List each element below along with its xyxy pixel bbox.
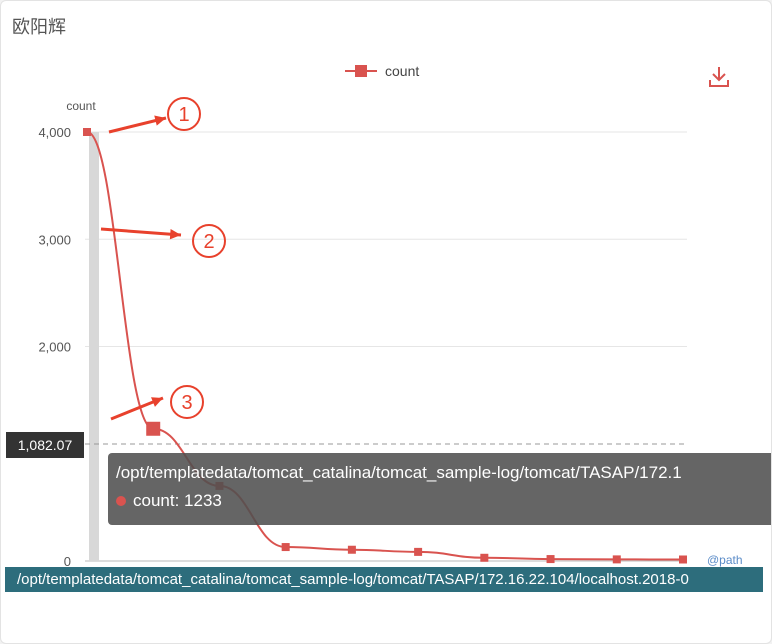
tooltip-value: count: 1233	[133, 491, 222, 510]
annotation-circle	[170, 385, 204, 419]
data-point[interactable]	[281, 543, 290, 552]
annotation-number: 3	[181, 392, 192, 414]
annotation-number: 2	[203, 231, 214, 253]
annotation-circle	[167, 97, 201, 131]
legend[interactable]: count	[345, 63, 419, 79]
y-axis-pointer-label: 1,082.07	[6, 432, 84, 458]
pointer-shadow-bar	[89, 132, 99, 561]
annotation-arrow	[100, 227, 182, 237]
data-point[interactable]	[146, 421, 161, 436]
x-axis-pointer-label: /opt/templatedata/tomcat_catalina/tomcat…	[5, 567, 763, 592]
annotation-circle	[192, 224, 226, 258]
data-point[interactable]	[679, 555, 687, 564]
grid-lines	[85, 131, 687, 562]
y-tick-label: 2,000	[38, 340, 71, 355]
y-tick-label: 4,000	[38, 125, 71, 140]
download-icon[interactable]	[705, 63, 733, 91]
x-axis-title: @path	[707, 553, 743, 567]
series-count	[83, 128, 687, 564]
y-axis-ticks: 4,000 3,000 2,000 0	[38, 125, 71, 569]
chart-tooltip: /opt/templatedata/tomcat_catalina/tomcat…	[108, 453, 771, 525]
data-point[interactable]	[612, 555, 621, 564]
y-axis-title: count	[66, 99, 96, 113]
panel-title: 欧阳辉	[12, 17, 66, 38]
data-point[interactable]	[347, 545, 356, 554]
data-point[interactable]	[414, 547, 423, 556]
y-tick-label: 0	[64, 554, 71, 569]
legend-label: count	[385, 63, 419, 79]
annotation-arrowhead	[154, 115, 166, 126]
data-point[interactable]	[480, 553, 489, 562]
annotation-arrowhead	[151, 397, 163, 407]
legend-marker	[355, 65, 367, 77]
annotation-arrowhead	[169, 228, 181, 240]
annotation-number: 1	[178, 104, 189, 126]
y-tick-label: 3,000	[38, 232, 71, 247]
data-point[interactable]	[546, 555, 555, 564]
annotations: 1 2 3	[100, 97, 226, 421]
tooltip-series-dot	[116, 496, 126, 506]
data-point[interactable]	[83, 128, 91, 136]
tooltip-title: /opt/templatedata/tomcat_catalina/tomcat…	[116, 463, 682, 482]
